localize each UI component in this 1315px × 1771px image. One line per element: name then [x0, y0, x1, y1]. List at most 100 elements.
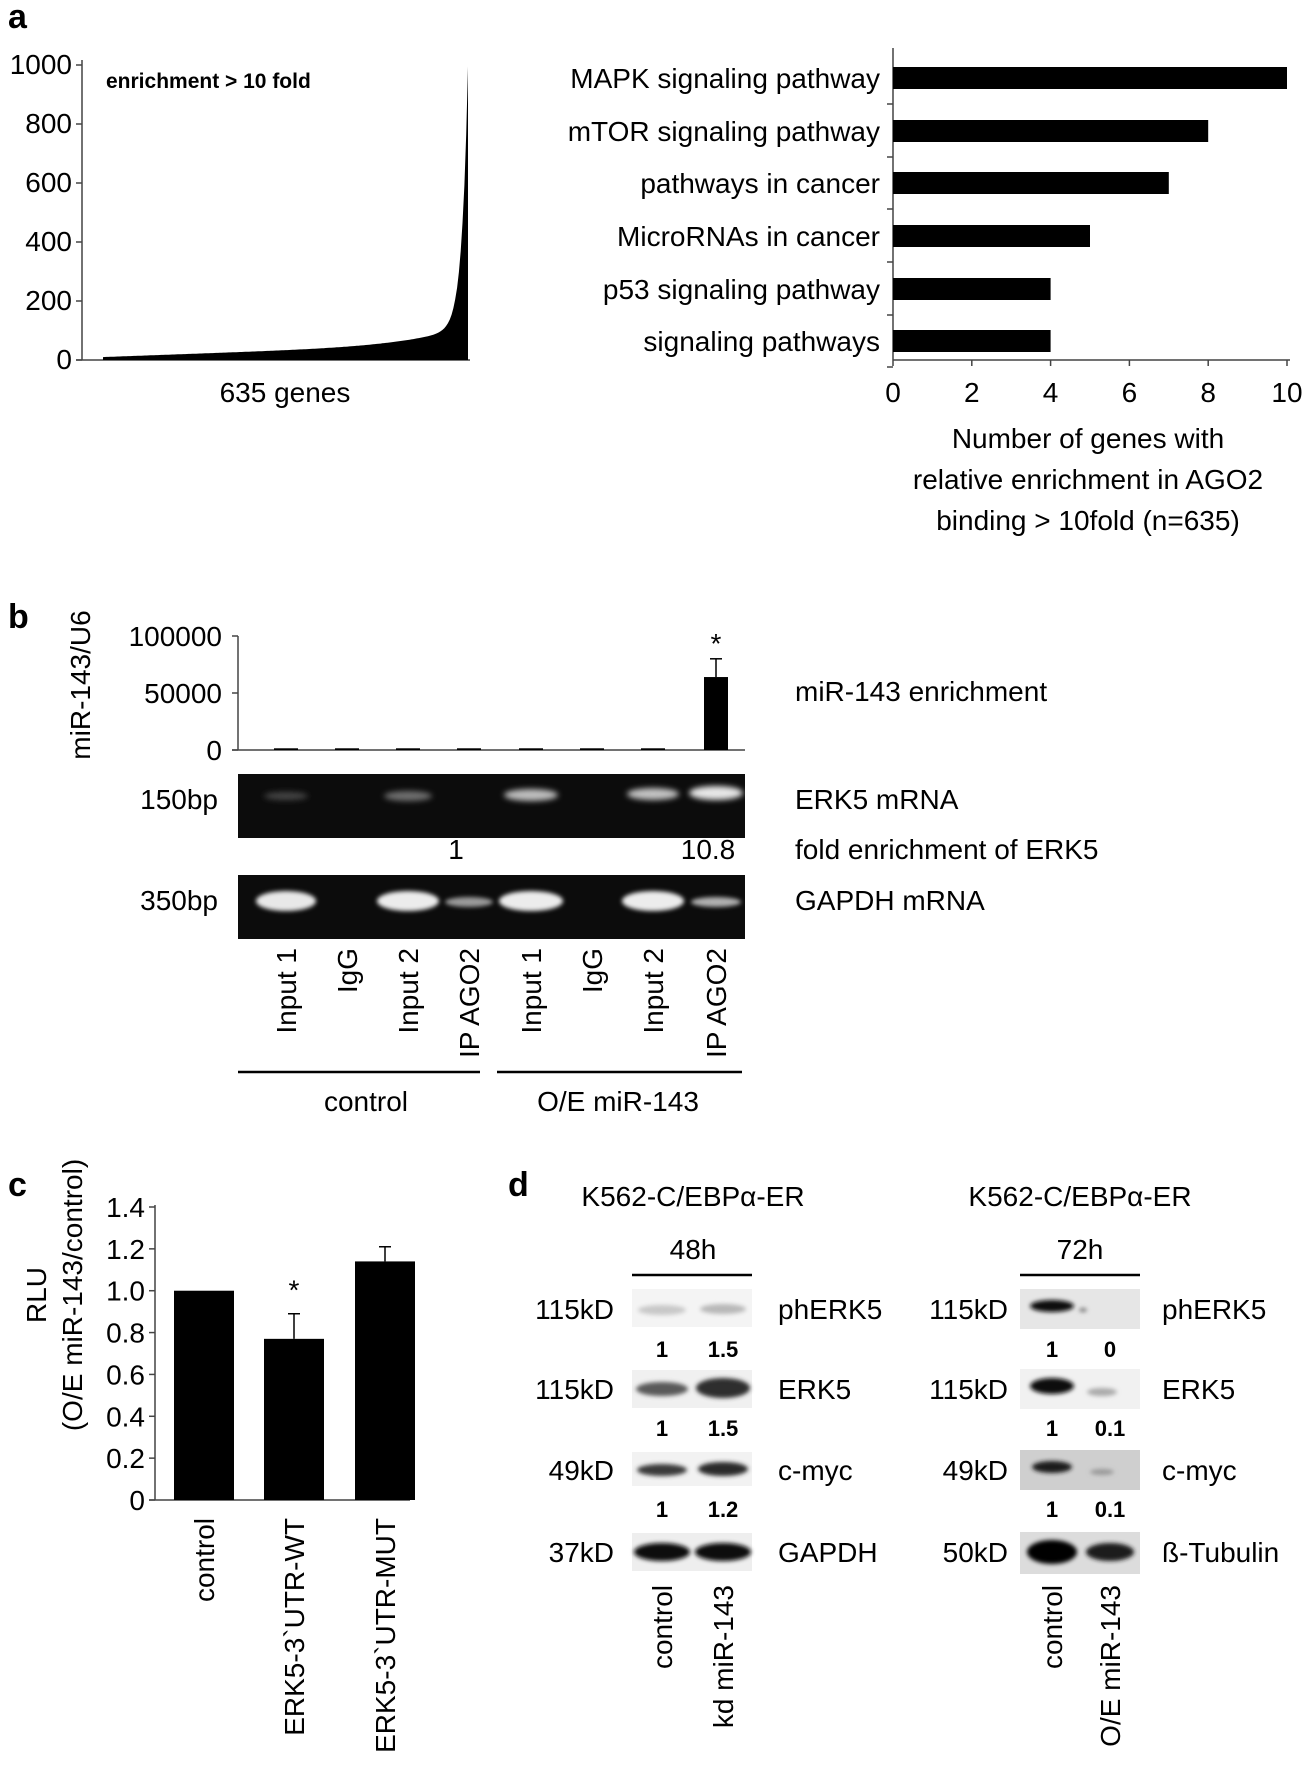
b-significance: * [711, 628, 722, 659]
panel-a-letter: a [8, 0, 28, 36]
blot-quant-value: 1 [656, 1497, 668, 1522]
pathway-x-label: Number of genes with relative enrichment … [913, 423, 1263, 536]
erk5-gel-bands [264, 786, 743, 801]
pathway-label: signaling pathways [643, 326, 880, 357]
blot-72h-cell-line: K562-C/EBPα-ER [968, 1181, 1191, 1212]
b-y-tick-label: 50000 [144, 678, 222, 709]
gapdh-band-3 [377, 891, 439, 911]
b-lane-label: Input 2 [393, 948, 424, 1034]
blot-quant-value: 1 [1046, 1497, 1058, 1522]
panel-d: d K562-C/EBPα-ER 48h [508, 1166, 1279, 1747]
blot-72h-phERK5-bands [1030, 1300, 1087, 1312]
b-y-tick-label: 100000 [129, 621, 222, 652]
fold-control: 1 [448, 834, 464, 865]
erk5-band-5 [504, 789, 558, 801]
c-x-labels: control ERK5-3`UTR-WT ERK5-3`UTR-MUT [189, 1518, 401, 1753]
b-series-label: miR-143 enrichment [795, 676, 1047, 707]
b-lane-label: IgG [332, 948, 363, 993]
blot-protein-label: c-myc [778, 1455, 853, 1486]
pathway-bars: MAPK signaling pathway mTOR signaling pat… [568, 63, 1287, 368]
pathway-bar-chart: MAPK signaling pathway mTOR signaling pat… [568, 48, 1303, 536]
pathway-label: pathways in cancer [640, 168, 880, 199]
b-lane-label: Input 1 [271, 948, 302, 1034]
blot-size-label: 49kD [943, 1455, 1008, 1486]
c-significance: * [289, 1275, 300, 1306]
gene-enrichment-distribution: 1000 800 600 400 200 0 enrichment > 10 fold 6… [10, 49, 470, 408]
blot-protein-label: ERK5 [778, 1374, 851, 1405]
b-bars: * [274, 628, 728, 750]
gapdh-band-5 [499, 891, 563, 911]
erk5-band-7 [627, 788, 679, 800]
b-lane-label: IgG [577, 948, 608, 993]
b-y-tick-label: 0 [206, 735, 222, 766]
blot-quant-value: 1 [1046, 1337, 1058, 1362]
b-lane-label: Input 2 [638, 948, 669, 1034]
b-bar [396, 748, 420, 750]
distribution-x-label: 635 genes [220, 377, 351, 408]
pathway-x-ticks: 0 2 4 6 8 10 [885, 360, 1303, 408]
c-bar [174, 1290, 234, 1500]
erk5-gel: 150bp ERK5 mRNA [140, 774, 959, 838]
gapdh-gel-bands [256, 891, 741, 911]
c-x-label: ERK5-3`UTR-MUT [370, 1518, 401, 1753]
c-x-label: ERK5-3`UTR-WT [279, 1518, 310, 1736]
pathway-x-label-line: binding > 10fold (n=635) [936, 505, 1240, 536]
blot-quant-value: 1.5 [708, 1416, 739, 1441]
b-bar [704, 677, 728, 750]
b-y-label: miR-143/U6 [65, 610, 96, 759]
distribution-y-tick-label: 600 [25, 167, 72, 198]
distribution-curve [103, 66, 468, 360]
blot-48h-cell-line: K562-C/EBPα-ER [581, 1181, 804, 1212]
pathway-x-label-line: relative enrichment in AGO2 [913, 464, 1263, 495]
b-bar [519, 748, 543, 750]
distribution-y-tick-label: 800 [25, 108, 72, 139]
pathway-x-tick-label: 0 [885, 377, 901, 408]
c-y-tick-label: 0.8 [106, 1318, 145, 1349]
erk5-gel-size: 150bp [140, 784, 218, 815]
erk5-band-1 [264, 792, 308, 800]
pathway-label: MicroRNAs in cancer [617, 221, 880, 252]
pathway-x-tick-label: 4 [1043, 377, 1059, 408]
pathway-x-tick-label: 10 [1271, 377, 1302, 408]
pathway-bar [893, 225, 1090, 247]
c-y-tick-label: 1.0 [106, 1276, 145, 1307]
blot-lane-label: O/E miR-143 [1095, 1585, 1126, 1747]
blot-72h-labels: 115kD phERK5 1 0 115kD ERK5 1 0.1 49kD c-myc 1 0.1 5… [929, 1294, 1279, 1747]
blot-quant-value: 0.1 [1095, 1416, 1126, 1441]
gapdh-band-4 [445, 897, 493, 907]
blot-size-label: 115kD [929, 1294, 1008, 1325]
c-x-label: control [189, 1518, 220, 1602]
blot-size-label: 115kD [535, 1294, 614, 1325]
distribution-y-tick-label: 200 [25, 285, 72, 316]
blot-lane-label: control [647, 1585, 678, 1669]
blot-size-label: 37kD [549, 1537, 614, 1568]
blot-protein-label: c-myc [1162, 1455, 1237, 1486]
b-group-oe: O/E miR-143 [537, 1086, 699, 1117]
b-lane-label: IP AGO2 [701, 948, 732, 1058]
pathway-bar [893, 278, 1051, 300]
c-bar [355, 1261, 415, 1500]
blot-protein-label: ERK5 [1162, 1374, 1235, 1405]
blot-quant-value: 0 [1104, 1337, 1116, 1362]
blot-protein-label: GAPDH [778, 1537, 878, 1568]
c-bars: * [174, 1246, 415, 1500]
c-y-tick-label: 1.2 [106, 1234, 145, 1265]
pathway-bar [893, 120, 1209, 142]
distribution-y-tick-label: 0 [56, 344, 72, 375]
blot-48h-time: 48h [670, 1234, 717, 1265]
c-y-tick-label: 1.4 [106, 1192, 145, 1223]
pathway-bar [893, 330, 1051, 352]
blot-quant-value: 1 [656, 1416, 668, 1441]
c-y-ticks: 1.4 1.2 1.0 0.8 0.6 0.4 0.2 0 [106, 1192, 155, 1516]
blot-size-label: 50kD [943, 1537, 1008, 1568]
panel-c: c RLU (O/E miR-143/control) 1.4 1.2 1.0 0.8… [8, 1159, 415, 1753]
pathway-x-tick-label: 6 [1122, 377, 1138, 408]
c-y-tick-label: 0.6 [106, 1359, 145, 1390]
b-bar [335, 748, 359, 750]
c-y-tick-label: 0.4 [106, 1401, 145, 1432]
blot-48h-cmyc-bands [637, 1462, 748, 1476]
gapdh-gel-label: GAPDH mRNA [795, 885, 985, 916]
pathway-label: p53 signaling pathway [603, 274, 880, 305]
blot-48h-GAPDH-bands [634, 1543, 751, 1561]
pathway-bar [893, 67, 1287, 89]
